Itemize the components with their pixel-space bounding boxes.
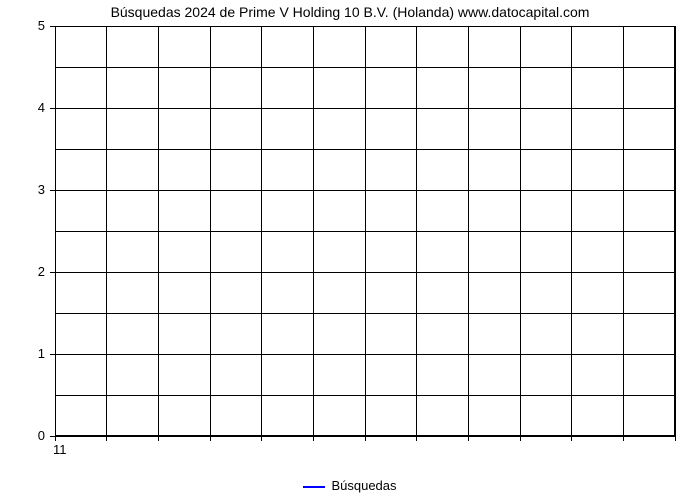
gridline-v — [623, 26, 624, 436]
x-tick-mark — [468, 436, 469, 441]
plot-area — [55, 26, 675, 436]
x-tick-mark — [55, 436, 56, 441]
y-tick-mark — [50, 272, 55, 273]
gridline-v — [313, 26, 314, 436]
x-tick-mark — [416, 436, 417, 441]
legend-label: Búsquedas — [331, 478, 396, 493]
x-tick-mark — [623, 436, 624, 441]
x-tick-mark — [106, 436, 107, 441]
x-tick-mark — [675, 436, 676, 441]
y-tick-label: 4 — [25, 100, 45, 115]
x-tick-mark — [210, 436, 211, 441]
y-tick-mark — [50, 26, 55, 27]
y-tick-mark — [50, 190, 55, 191]
x-tick-mark — [313, 436, 314, 441]
x-tick-mark — [158, 436, 159, 441]
y-tick-label: 0 — [25, 428, 45, 443]
gridline-v — [158, 26, 159, 436]
y-tick-mark — [50, 354, 55, 355]
y-tick-mark — [50, 108, 55, 109]
gridline-v — [365, 26, 366, 436]
y-tick-label: 3 — [25, 182, 45, 197]
legend: Búsquedas — [0, 478, 700, 493]
x-tick-mark — [571, 436, 572, 441]
gridline-v — [571, 26, 572, 436]
x-tick-mark — [520, 436, 521, 441]
gridline-v — [210, 26, 211, 436]
x-tick-mark — [365, 436, 366, 441]
gridline-v — [106, 26, 107, 436]
gridline-v — [416, 26, 417, 436]
x-tick-label: 11 — [53, 442, 67, 457]
legend-swatch — [303, 486, 325, 488]
gridline-v — [468, 26, 469, 436]
x-tick-mark — [261, 436, 262, 441]
gridline-v — [261, 26, 262, 436]
y-tick-label: 5 — [25, 18, 45, 33]
chart-title: Búsquedas 2024 de Prime V Holding 10 B.V… — [0, 4, 700, 20]
y-tick-label: 1 — [25, 346, 45, 361]
gridline-v — [520, 26, 521, 436]
y-tick-label: 2 — [25, 264, 45, 279]
